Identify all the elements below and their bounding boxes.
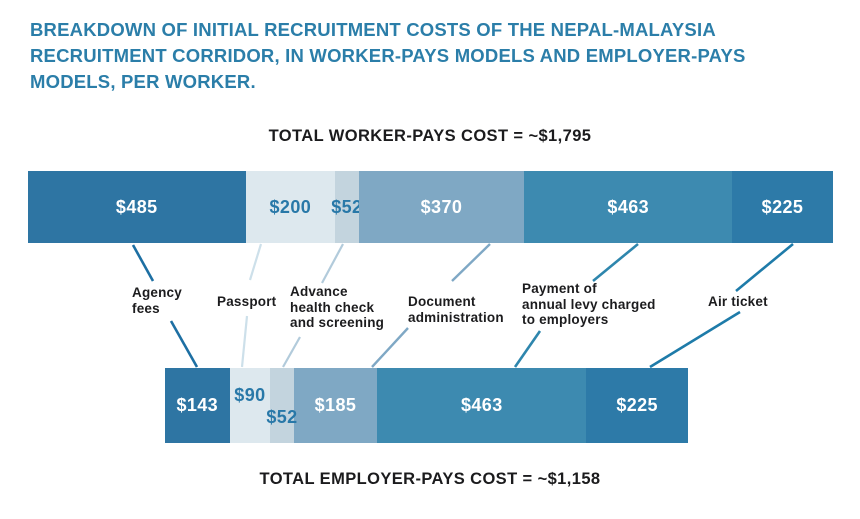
worker-pays-bar: $485 $200 $52 $370 $463 $225 — [28, 171, 833, 243]
worker-pays-value-document-administration: $370 — [420, 196, 463, 217]
employer-pays-value-passport: $90 — [234, 385, 266, 405]
employer-pays-total-caption: TOTAL EMPLOYER-PAYS COST = ~$1,158 — [259, 470, 601, 488]
employer-pays-value-advance-health-check: $52 — [266, 407, 298, 427]
category-label-payment-annual-levy: Payment of annual levy charged to employer… — [522, 281, 656, 327]
category-label-air-ticket: Air ticket — [708, 294, 768, 309]
employer-pays-segment-payment-annual-levy: $463 — [377, 368, 587, 443]
worker-pays-segment-air-ticket: $225 — [732, 171, 833, 243]
chart-title-line-3: MODELS, PER WORKER. — [30, 71, 256, 92]
category-label-advance-health-check: Advance health check and screening — [290, 284, 385, 330]
employer-pays-value-payment-annual-levy: $463 — [460, 395, 503, 415]
worker-pays-segment-advance-health-check: $52 — [331, 171, 362, 243]
worker-pays-total-caption: TOTAL WORKER-PAYS COST = ~$1,795 — [268, 127, 592, 145]
connector-document-administration-lower — [371, 327, 409, 368]
category-label-agency-fees: Agency fees — [132, 285, 182, 316]
worker-pays-value-payment-annual-levy: $463 — [607, 196, 650, 217]
worker-pays-value-advance-health-check: $52 — [331, 196, 363, 217]
worker-pays-value-passport: $200 — [269, 196, 312, 217]
category-label-document-administration: Document administration — [408, 294, 504, 325]
employer-pays-value-agency-fees: $143 — [176, 395, 219, 415]
connector-advance-health-check-lower — [282, 336, 301, 368]
connector-payment-annual-levy-lower — [513, 330, 542, 368]
chart-title-line-1: BREAKDOWN OF INITIAL RECRUITMENT COSTS O… — [30, 19, 716, 40]
connector-advance-health-check-upper — [321, 243, 344, 284]
connector-air-ticket-upper — [735, 242, 794, 293]
connector-passport-upper — [248, 243, 263, 281]
category-label-passport: Passport — [217, 294, 277, 309]
connector-document-administration-upper — [451, 243, 491, 282]
employer-pays-segment-document-administration: $185 — [293, 368, 378, 443]
employer-pays-value-air-ticket: $225 — [616, 395, 658, 415]
employer-pays-segment-advance-health-check: $52 — [266, 368, 297, 443]
worker-pays-value-agency-fees: $485 — [115, 196, 158, 217]
worker-pays-segment-payment-annual-levy: $463 — [524, 171, 733, 243]
worker-pays-segment-document-administration: $370 — [358, 171, 525, 243]
chart-title-line-2: RECRUITMENT CORRIDOR, IN WORKER-PAYS MOD… — [30, 45, 746, 66]
employer-pays-bar: $143 $90 $52 $185 $463 $225 — [165, 368, 688, 443]
worker-pays-segment-agency-fees: $485 — [28, 171, 246, 243]
employer-pays-value-document-administration: $185 — [314, 395, 357, 415]
connector-agency-fees-upper — [131, 244, 155, 282]
connector-payment-annual-levy-upper — [592, 242, 639, 283]
connector-agency-fees-lower — [169, 320, 199, 368]
employer-pays-segment-passport: $90 — [229, 368, 271, 443]
employer-pays-segment-air-ticket: $225 — [586, 368, 688, 443]
connector-passport-lower — [240, 315, 249, 368]
worker-pays-segment-passport: $200 — [245, 171, 336, 243]
employer-pays-segment-agency-fees: $143 — [165, 368, 230, 443]
chart-title: BREAKDOWN OF INITIAL RECRUITMENT COSTS O… — [30, 17, 800, 95]
connector-air-ticket-lower — [649, 310, 741, 369]
worker-pays-value-air-ticket: $225 — [761, 196, 804, 217]
